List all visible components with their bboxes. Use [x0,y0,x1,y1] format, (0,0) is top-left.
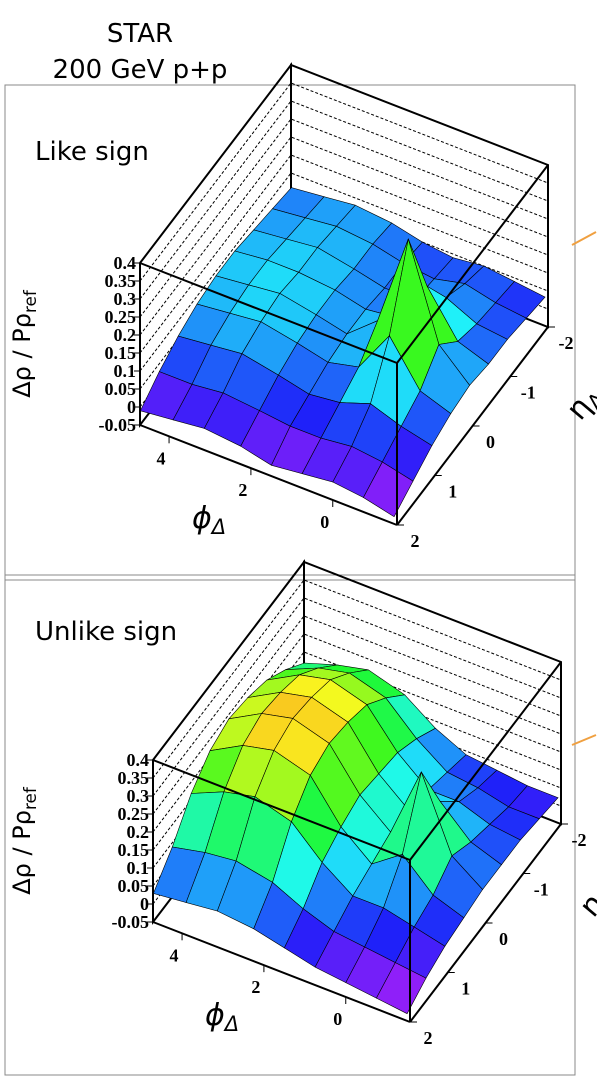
x-tick-label: 2 [251,977,260,997]
z-tick-label: 0.3 [114,289,137,309]
grid-line [152,561,562,761]
z-axis-title: Δρ / Pρref [8,289,40,398]
y-tick-label: -1 [534,880,549,900]
grid-line [139,64,549,264]
box-edge [396,164,549,364]
y-tick-label: 0 [486,432,495,452]
grid-line [139,172,549,372]
panel-frame [4,574,576,1076]
y-axis-title-main: η [573,887,597,924]
x-tick-label: 2 [238,480,247,500]
x-axis-title: ϕΔ [192,501,226,539]
x-axis-title-main: ϕ [205,998,225,1033]
z-tick-label: 0.35 [118,768,150,788]
grid-line [152,597,562,797]
y-tick-label: 2 [424,1028,433,1048]
grid-line [152,615,562,815]
title: STAR [107,19,173,49]
z-tick-label: 0.05 [105,379,137,399]
z-tick-label: 0.4 [127,750,150,770]
y-axis-title: ηΔ [573,875,597,925]
box-edge [139,262,398,364]
grid-line [152,579,562,779]
z-tick-label: 0.15 [118,840,150,860]
grid-line [139,190,549,390]
surface-cell [375,962,427,1015]
z-tick-label: 0.25 [105,307,137,327]
z-tick-label: 0.2 [127,822,150,842]
z-tick-label: 0.05 [118,876,150,896]
grid-line [139,82,549,282]
y-tick-label: -2 [559,333,574,353]
x-axis-title-main: ϕ [192,501,212,536]
box-edge [152,921,411,1023]
z-axis-title-main: Δρ / Pρ [8,313,36,398]
y-tick-label: -1 [521,383,536,403]
grid-line [152,669,562,869]
x-axis-title-sub: Δ [223,1012,239,1036]
z-tick-label: 0.3 [127,786,150,806]
z-axis-title-sub: ref [20,786,40,810]
z-tick-label: 0.25 [118,804,150,824]
z-tick-label: -0.05 [112,912,150,932]
grid-line [152,687,562,887]
y-tick-label: 1 [448,482,457,502]
grid-line [139,136,549,336]
x-tick-label: 0 [333,1009,342,1029]
z-tick-label: 0.15 [105,343,137,363]
grid-line [139,154,549,354]
decor-line [571,231,597,246]
decor-line [571,734,597,746]
x-tick-label: 4 [157,448,166,468]
panel-label: Like sign [35,137,149,167]
z-axis-title-main: Δρ / Pρ [8,810,36,895]
y-axis-title: ηΔ [560,378,597,428]
y-tick-label: -2 [572,830,587,850]
x-axis-title: ϕΔ [205,998,239,1036]
y-tick-label: 2 [411,531,420,551]
z-tick-label: 0 [127,397,136,417]
z-tick-label: 0.35 [105,271,137,291]
z-tick-label: 0.4 [114,253,137,273]
z-axis-title: Δρ / Pρref [8,786,40,895]
grid-line [152,633,562,833]
z-tick-label: -0.05 [99,415,137,435]
box-edge [139,424,398,526]
box-edge [409,661,562,861]
y-tick-label: 0 [499,929,508,949]
panel-label: Unlike sign [35,617,177,647]
z-tick-label: 0 [140,894,149,914]
z-tick-label: 0.1 [127,858,150,878]
x-tick-label: 4 [170,945,179,965]
grid-line [139,118,549,318]
z-axis-title-sub: ref [20,289,40,313]
z-tick-label: 0.2 [114,325,137,345]
subtitle: 200 GeV p+p [53,55,228,85]
x-tick-label: 0 [320,512,329,532]
y-tick-label: 1 [461,979,470,999]
grid-line [152,651,562,851]
box-edge [152,759,411,861]
surface-cell [363,461,414,518]
z-tick-label: 0.1 [114,361,137,381]
x-axis-title-sub: Δ [210,515,226,539]
grid-line [139,100,549,300]
